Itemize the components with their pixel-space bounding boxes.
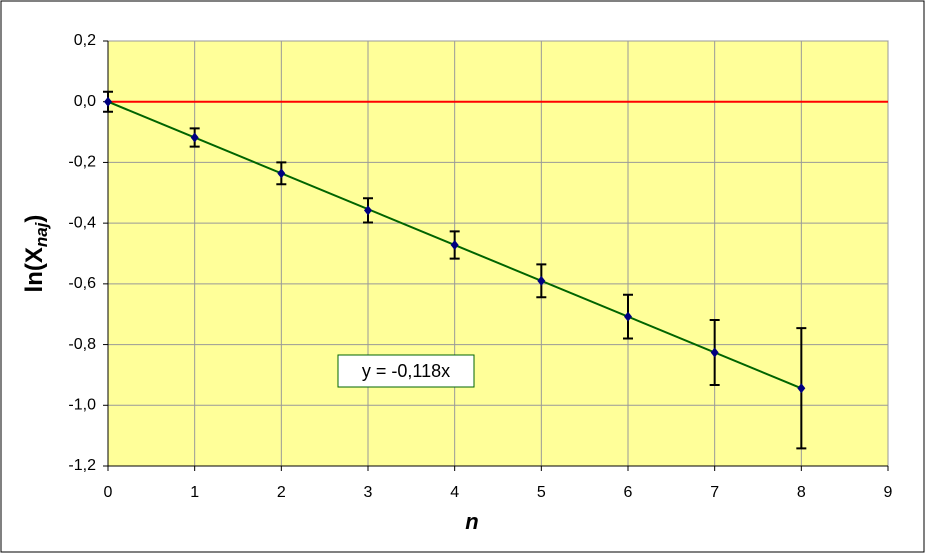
x-tick-label: 4 (450, 484, 459, 501)
y-tick-label: -1,2 (68, 457, 96, 474)
x-tick-label: 0 (104, 484, 113, 501)
y-axis-label-main: ln(X (21, 247, 48, 292)
plot-area (107, 40, 889, 467)
y-tick-label: -0,4 (68, 214, 96, 231)
x-tick-label: 6 (624, 484, 633, 501)
point (277, 168, 286, 179)
x-tick-label: 5 (537, 484, 546, 501)
point (624, 311, 632, 322)
point (364, 205, 372, 216)
annotation-box (337, 354, 475, 388)
point (104, 96, 112, 107)
x-tick-label: 3 (364, 484, 373, 501)
x-tick-label: 7 (710, 484, 719, 501)
y-tick-label: -0,6 (68, 275, 96, 292)
y-tick-label: -0,2 (68, 154, 96, 171)
y-axis-label-close: ) (21, 215, 48, 223)
y-tick-label: 0,2 (74, 32, 96, 49)
y-tick-label: 0,0 (74, 93, 96, 110)
y-tick-label: -1,0 (68, 397, 96, 414)
point (710, 347, 719, 358)
y-axis-label-sub: naj (32, 221, 51, 247)
annotation: y = -0,118x (362, 361, 450, 381)
y-tick-label: -0,8 (68, 336, 96, 353)
point (450, 240, 459, 250)
point (537, 275, 546, 286)
x-tick-label: 1 (190, 484, 199, 501)
x-axis-label: n (465, 509, 478, 534)
x-tick-label: 8 (797, 484, 806, 501)
point (797, 383, 806, 394)
point (190, 132, 199, 143)
x-tick-label: 2 (277, 484, 286, 501)
x-tick-label: 9 (884, 484, 893, 501)
y-axis-label: ln(Xnaj) (21, 215, 51, 293)
